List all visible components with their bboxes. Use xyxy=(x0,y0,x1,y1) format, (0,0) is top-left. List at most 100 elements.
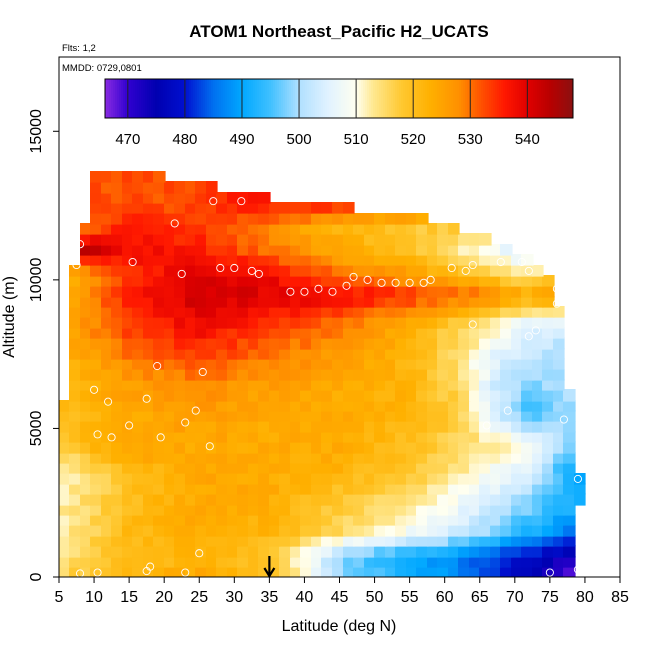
heatmap-cell xyxy=(511,337,523,350)
heatmap-cell xyxy=(563,473,576,485)
heatmap-cell xyxy=(258,348,271,360)
colorbar-tick-label: 540 xyxy=(515,131,540,148)
heatmap-cell xyxy=(458,545,471,558)
heatmap-cell xyxy=(563,514,576,526)
heatmap-cell xyxy=(353,389,366,402)
heatmap-cell xyxy=(448,244,460,256)
colorbar-segment xyxy=(359,79,362,118)
heatmap-cell xyxy=(321,337,334,350)
heatmap-cell xyxy=(353,400,366,412)
heatmap-cell xyxy=(290,389,302,402)
heatmap-cell xyxy=(237,410,250,422)
colorbar-segment xyxy=(345,79,348,118)
heatmap-cell xyxy=(80,441,92,454)
heatmap-cell xyxy=(364,358,376,370)
heatmap-cell xyxy=(437,275,450,287)
heatmap-cell xyxy=(258,244,271,256)
heatmap-cell xyxy=(300,296,313,308)
heatmap-cell xyxy=(122,369,134,381)
heatmap-cell xyxy=(343,462,355,474)
heatmap-cell xyxy=(227,285,239,298)
heatmap-cell xyxy=(290,348,302,360)
heatmap-cell xyxy=(279,389,292,402)
heatmap-cell xyxy=(80,306,92,318)
heatmap-cell xyxy=(258,452,271,464)
heatmap-cell xyxy=(216,306,229,318)
heatmap-cell xyxy=(469,473,481,485)
colorbar-segment xyxy=(423,79,426,118)
heatmap-cell xyxy=(290,337,302,350)
heatmap-cell xyxy=(490,400,502,412)
heatmap-cell xyxy=(416,358,429,370)
colorbar-segment xyxy=(389,79,392,118)
x-tick-label: 65 xyxy=(471,589,489,606)
heatmap-cell xyxy=(374,223,387,235)
heatmap-cell xyxy=(532,389,544,402)
heatmap-cell xyxy=(80,265,92,277)
heatmap-cell xyxy=(542,348,555,360)
heatmap-cell xyxy=(185,441,197,454)
colorbar-segment xyxy=(553,79,556,118)
heatmap-cell xyxy=(479,556,492,568)
heatmap-cell xyxy=(343,348,355,360)
heatmap-cell xyxy=(258,545,271,558)
heatmap-cell xyxy=(290,285,302,298)
heatmap-cell xyxy=(185,514,197,526)
heatmap-cell xyxy=(374,431,387,443)
heatmap-cell xyxy=(122,545,134,558)
heatmap-cell xyxy=(427,327,439,339)
heatmap-cell xyxy=(227,545,239,558)
sample-point xyxy=(349,272,358,281)
heatmap-cell xyxy=(448,285,460,298)
heatmap-cell xyxy=(258,358,271,370)
heatmap-cell xyxy=(479,452,492,464)
heatmap-cell xyxy=(111,483,124,495)
heatmap-cell xyxy=(164,566,176,577)
heatmap-cell xyxy=(174,545,187,558)
heatmap-cell xyxy=(269,265,281,277)
heatmap-cell xyxy=(490,317,502,329)
heatmap-cell xyxy=(364,296,376,308)
heatmap-cell xyxy=(353,348,366,360)
heatmap-cell xyxy=(364,556,376,568)
heatmap-cell xyxy=(385,410,397,422)
heatmap-cell xyxy=(300,566,313,577)
heatmap-cell xyxy=(458,452,471,464)
heatmap-cell xyxy=(143,244,155,256)
heatmap-cell xyxy=(448,275,460,287)
heatmap-cell xyxy=(521,452,534,464)
heatmap-cell xyxy=(195,213,208,225)
heatmap-cell xyxy=(542,566,555,577)
colorbar-segment xyxy=(263,79,266,118)
heatmap-cell xyxy=(122,462,134,474)
heatmap-cell xyxy=(437,265,450,277)
heatmap-cell xyxy=(174,213,187,225)
heatmap-cell xyxy=(511,535,523,547)
heatmap-cell xyxy=(364,327,376,339)
heatmap-cell xyxy=(279,545,292,558)
heatmap-cell xyxy=(427,525,439,537)
colorbar-segment xyxy=(119,79,122,118)
heatmap-cell xyxy=(258,410,271,422)
heatmap-cell xyxy=(174,254,187,266)
heatmap-cell xyxy=(437,306,450,318)
heatmap-cell xyxy=(185,525,197,537)
heatmap-cell xyxy=(195,493,208,506)
heatmap-cell xyxy=(385,452,397,464)
sample-point xyxy=(191,406,200,415)
heatmap-cell xyxy=(227,421,239,433)
heatmap-cell xyxy=(479,233,492,246)
heatmap-cell xyxy=(490,379,502,391)
x-tick-label: 25 xyxy=(190,589,208,606)
heatmap-cell xyxy=(185,202,197,214)
heatmap-cell xyxy=(122,337,134,350)
heatmap-cell xyxy=(279,275,292,287)
heatmap-cell xyxy=(132,400,145,412)
heatmap-cell xyxy=(290,244,302,256)
heatmap-cell xyxy=(153,265,166,277)
sample-point xyxy=(503,406,512,415)
heatmap-cell xyxy=(290,462,302,474)
heatmap-cell xyxy=(164,327,176,339)
heatmap-cell xyxy=(374,410,387,422)
heatmap-cell xyxy=(332,275,345,287)
